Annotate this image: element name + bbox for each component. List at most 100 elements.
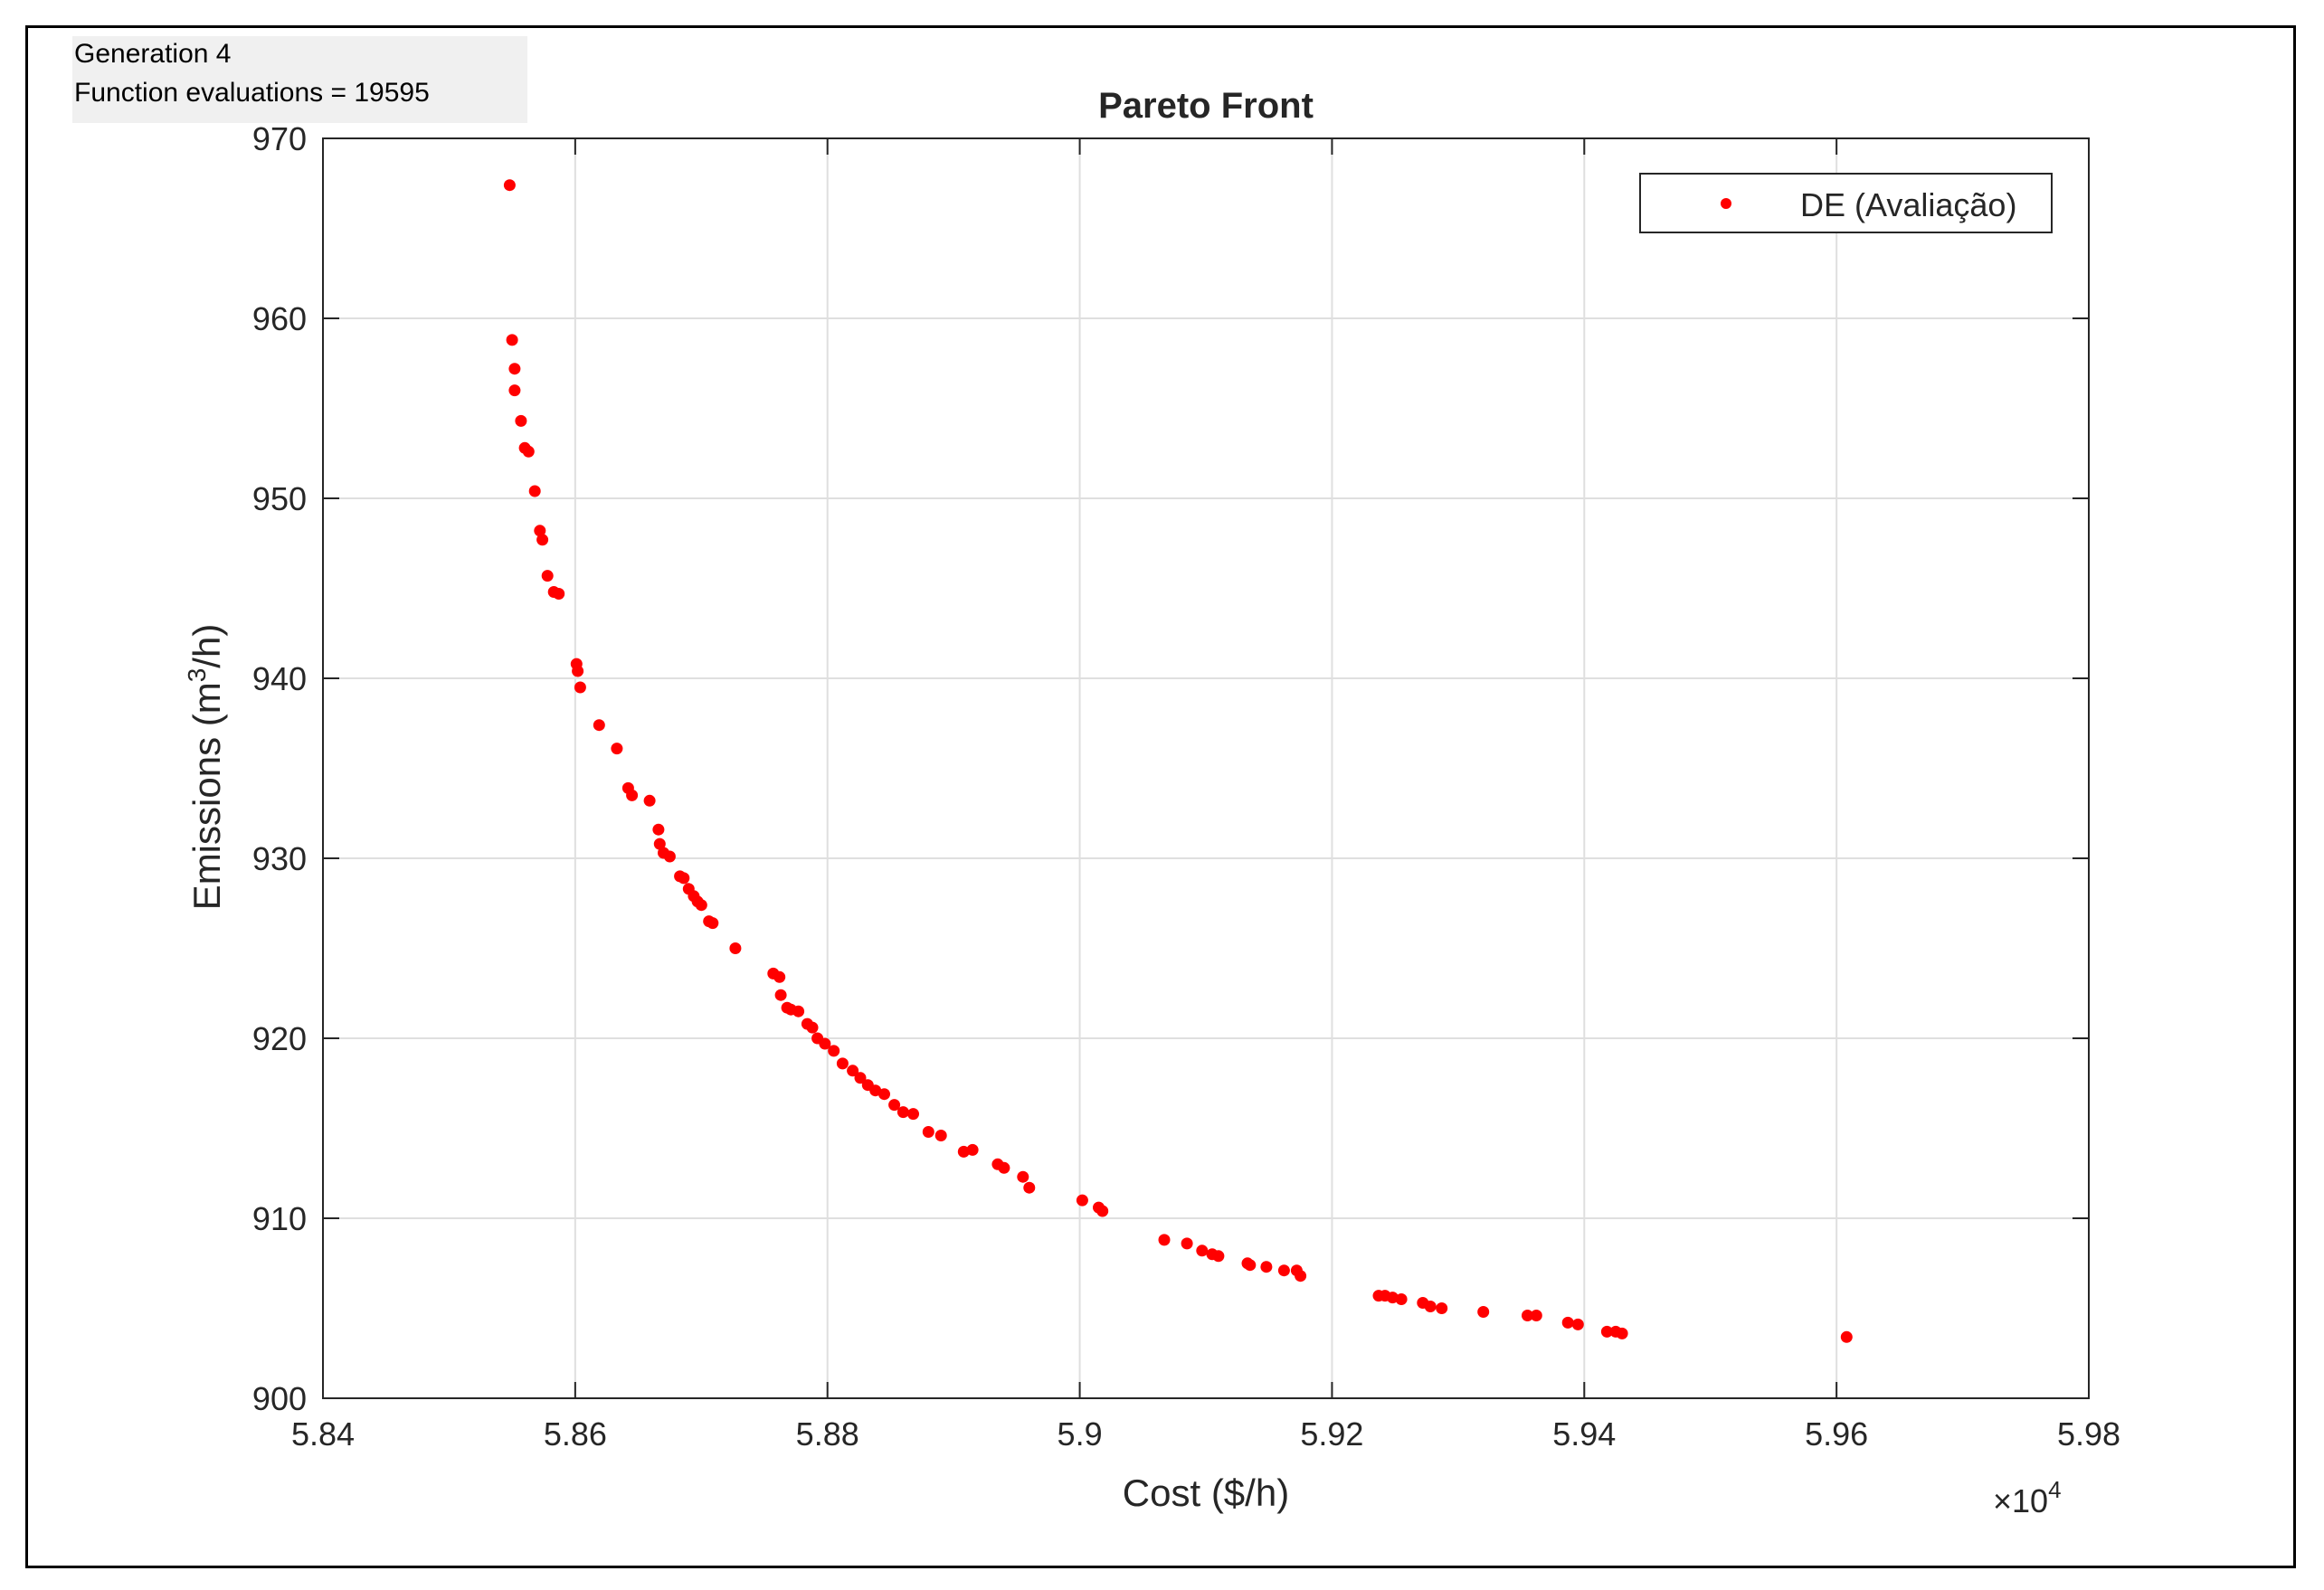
data-point	[1076, 1194, 1088, 1207]
function-evaluations-label: Function evaluations = 19595	[74, 78, 430, 108]
axes-box	[322, 137, 2090, 1399]
x-tick-label: 5.88	[796, 1415, 859, 1453]
data-point	[729, 942, 742, 954]
data-points	[503, 179, 1853, 1343]
legend-label: DE (Avaliação)	[1800, 186, 2016, 223]
data-point	[934, 1130, 947, 1141]
data-point	[1571, 1318, 1584, 1330]
data-point	[1424, 1301, 1437, 1312]
data-point	[572, 665, 584, 677]
data-point	[1017, 1170, 1029, 1183]
data-point	[695, 899, 707, 912]
data-point	[1244, 1259, 1257, 1272]
x-exponent-label: ×104	[1993, 1476, 2062, 1519]
data-point	[806, 1021, 819, 1034]
data-point	[869, 1084, 882, 1097]
data-point	[541, 570, 554, 582]
data-point	[522, 445, 535, 458]
y-axis-label-sup: 3	[183, 668, 211, 683]
y-axis-label: Emissions (m3/h)	[183, 624, 228, 911]
data-point	[1530, 1310, 1542, 1321]
y-tick-label: 930	[252, 840, 307, 877]
data-point	[515, 414, 527, 427]
data-point	[1522, 1310, 1533, 1321]
x-exponent-power: 4	[2048, 1476, 2061, 1503]
y-tick-labels: 900 910 920 930 940 950 960 970	[252, 120, 307, 1417]
data-point	[1295, 1270, 1307, 1282]
data-point	[828, 1045, 840, 1057]
x-tick-label: 5.9	[1058, 1415, 1103, 1453]
data-point	[1196, 1245, 1209, 1257]
tick-marks	[322, 137, 2090, 1399]
data-point	[534, 525, 546, 537]
data-point	[1561, 1316, 1574, 1329]
x-tick-labels: 5.84 5.86 5.88 5.9 5.92 5.94 5.96 5.98	[291, 1415, 2120, 1453]
y-tick-label: 900	[252, 1380, 307, 1417]
legend: DE (Avaliação)	[1639, 173, 2053, 233]
y-axis-label-main: Emissions (m	[185, 682, 228, 910]
y-tick-label: 920	[252, 1020, 307, 1057]
x-exponent-prefix: ×10	[1993, 1482, 2048, 1519]
data-point	[998, 1161, 1010, 1174]
legend-box	[1639, 173, 2053, 233]
data-point	[1436, 1302, 1448, 1314]
data-point	[611, 743, 623, 755]
data-point	[1096, 1205, 1109, 1217]
data-point	[1840, 1330, 1853, 1343]
x-tick-label: 5.86	[544, 1415, 607, 1453]
x-tick-label: 5.96	[1805, 1415, 1868, 1453]
data-point	[1158, 1234, 1171, 1246]
data-point	[707, 917, 719, 930]
x-tick-label: 5.84	[291, 1415, 355, 1453]
data-point	[1395, 1293, 1408, 1305]
x-tick-label: 5.94	[1552, 1415, 1616, 1453]
y-tick-label: 910	[252, 1200, 307, 1237]
data-point	[1616, 1327, 1628, 1339]
x-tick-label: 5.92	[1300, 1415, 1363, 1453]
data-point	[553, 588, 565, 600]
data-point	[528, 485, 541, 497]
data-point	[854, 1072, 867, 1084]
data-point	[678, 872, 690, 885]
data-point	[907, 1108, 919, 1121]
data-point	[774, 989, 787, 1001]
data-point	[1260, 1261, 1273, 1273]
x-tick-label: 5.98	[2057, 1415, 2120, 1453]
data-point	[1023, 1181, 1036, 1194]
data-point	[836, 1057, 849, 1070]
data-point	[1277, 1264, 1290, 1277]
y-axis-label-end: /h)	[185, 624, 228, 668]
y-tick-label: 970	[252, 120, 307, 157]
data-point	[888, 1099, 901, 1112]
data-point	[626, 789, 639, 801]
data-point	[508, 363, 521, 375]
x-axis-label: Cost ($/h)	[1123, 1472, 1289, 1514]
data-point	[922, 1126, 934, 1138]
data-point	[1477, 1306, 1490, 1318]
figure-frame	[25, 25, 2296, 1568]
data-point	[1181, 1237, 1193, 1250]
data-point	[536, 534, 549, 546]
data-point	[574, 681, 586, 694]
data-point	[593, 719, 605, 732]
data-point	[663, 850, 676, 863]
data-point	[506, 334, 518, 346]
data-point	[643, 794, 656, 807]
data-point	[819, 1037, 831, 1050]
data-point	[792, 1005, 805, 1017]
grid-lines	[323, 138, 2089, 1398]
data-point	[878, 1088, 890, 1101]
data-point	[957, 1145, 970, 1158]
data-point	[1212, 1250, 1225, 1263]
data-point	[652, 823, 665, 836]
data-point	[847, 1065, 859, 1077]
data-point	[896, 1106, 909, 1119]
status-box: Generation 4 Function evaluations = 1959…	[72, 36, 527, 123]
y-tick-label: 960	[252, 300, 307, 337]
data-point	[966, 1143, 979, 1156]
data-point	[503, 179, 516, 192]
data-point	[653, 838, 666, 850]
data-point	[508, 384, 521, 397]
data-point	[1600, 1325, 1613, 1338]
